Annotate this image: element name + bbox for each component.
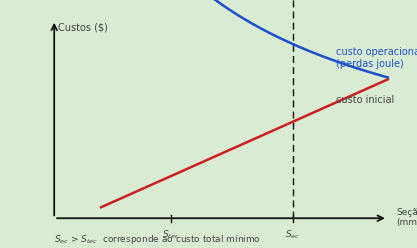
Text: (mm²): (mm²) — [396, 218, 417, 227]
Text: $S_{tec}$: $S_{tec}$ — [162, 228, 180, 241]
Text: custo operacional
(perdas joule): custo operacional (perdas joule) — [336, 47, 417, 69]
Text: Custos ($): Custos ($) — [58, 22, 108, 32]
Text: Seção: Seção — [396, 208, 417, 217]
Text: custo inicial: custo inicial — [336, 95, 394, 105]
Text: valor mínimo: valor mínimo — [0, 247, 1, 248]
Text: $S_{ec}$: $S_{ec}$ — [286, 228, 301, 241]
Text: $S_{ec}$ > $S_{tec}$  corresponde ao custo total mínimo: $S_{ec}$ > $S_{tec}$ corresponde ao cust… — [54, 233, 261, 246]
